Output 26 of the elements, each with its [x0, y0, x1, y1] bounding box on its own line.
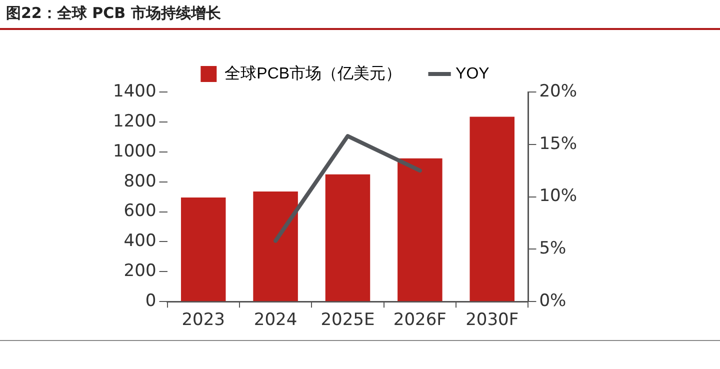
x-tick-label: 2025E: [320, 310, 375, 330]
y-tick-label: 200: [124, 261, 156, 282]
y-tick-label: 0: [145, 291, 156, 312]
chart-title: 图22：全球 PCB 市场持续增长: [6, 4, 221, 23]
y-tick-label: 1200: [113, 111, 156, 132]
x-tick-label: 2030F: [466, 310, 519, 330]
y2-tick-label: 15%: [539, 134, 578, 154]
bar: [398, 158, 442, 302]
bar: [253, 192, 298, 302]
y2-tick-label: 0%: [539, 291, 566, 312]
legend-label: YOY: [456, 65, 490, 82]
y2-tick-label: 20%: [539, 81, 578, 102]
y-tick-label: 400: [124, 231, 156, 252]
legend-label: 全球PCB市场（亿美元）: [224, 64, 402, 82]
y-tick-label: 1000: [113, 141, 156, 162]
x-tick-label: 2024: [254, 310, 298, 330]
y-tick-label: 800: [124, 171, 156, 192]
x-tick-label: 2026F: [393, 310, 446, 330]
y-tick-label: 600: [124, 201, 156, 222]
bar: [325, 174, 370, 302]
y2-tick-label: 5%: [539, 238, 566, 259]
bar: [470, 116, 514, 302]
bar: [180, 198, 226, 302]
y2-tick-label: 10%: [539, 186, 578, 206]
y-tick-label: 1400: [113, 81, 156, 102]
x-tick-label: 2023: [182, 310, 225, 330]
